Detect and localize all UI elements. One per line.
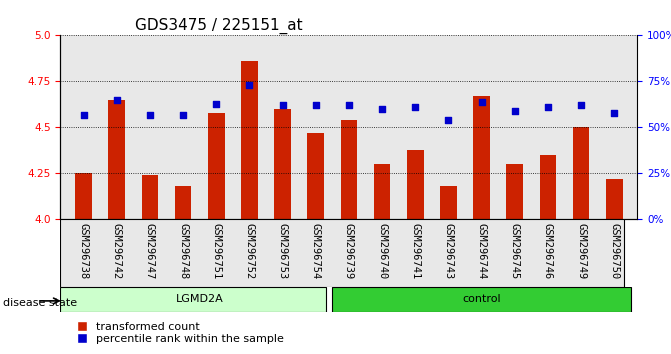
Bar — [473, 96, 490, 219]
Point — [311, 103, 321, 108]
Point — [244, 82, 255, 88]
Bar — [175, 186, 191, 219]
Bar — [142, 175, 158, 219]
Bar — [75, 173, 92, 219]
Point — [211, 101, 221, 106]
FancyBboxPatch shape — [60, 219, 624, 287]
Point — [443, 117, 454, 123]
Point — [111, 97, 122, 103]
Point — [79, 112, 89, 118]
Text: GSM296749: GSM296749 — [576, 223, 586, 279]
Point — [376, 106, 387, 112]
Text: GSM296744: GSM296744 — [476, 223, 486, 279]
Point — [609, 110, 619, 115]
Text: GSM296739: GSM296739 — [344, 223, 354, 279]
Text: GDS3475 / 225151_at: GDS3475 / 225151_at — [136, 18, 303, 34]
Bar — [606, 179, 623, 219]
FancyBboxPatch shape — [332, 287, 631, 312]
Bar — [440, 186, 457, 219]
Legend: transformed count, percentile rank within the sample: transformed count, percentile rank withi… — [66, 317, 289, 348]
Text: GSM296746: GSM296746 — [543, 223, 553, 279]
Point — [344, 103, 354, 108]
Text: GSM296750: GSM296750 — [609, 223, 619, 279]
Text: disease state: disease state — [3, 298, 77, 308]
Point — [509, 108, 520, 114]
Bar — [341, 120, 357, 219]
Text: GSM296748: GSM296748 — [178, 223, 188, 279]
Text: GSM296752: GSM296752 — [244, 223, 254, 279]
Point — [476, 99, 487, 104]
Point — [144, 112, 155, 118]
Bar — [407, 149, 423, 219]
Text: GSM296740: GSM296740 — [377, 223, 387, 279]
Bar — [573, 127, 589, 219]
Bar — [507, 164, 523, 219]
Text: GSM296745: GSM296745 — [510, 223, 520, 279]
Text: GSM296754: GSM296754 — [311, 223, 321, 279]
Point — [543, 104, 554, 110]
Bar — [374, 164, 391, 219]
Point — [576, 103, 586, 108]
Text: GSM296738: GSM296738 — [79, 223, 89, 279]
Bar — [307, 133, 324, 219]
Point — [277, 103, 288, 108]
FancyBboxPatch shape — [60, 287, 325, 312]
Point — [178, 112, 189, 118]
Bar — [109, 100, 125, 219]
Text: GSM296741: GSM296741 — [410, 223, 420, 279]
Bar — [274, 109, 291, 219]
Text: GSM296753: GSM296753 — [278, 223, 288, 279]
Text: GSM296751: GSM296751 — [211, 223, 221, 279]
Text: GSM296743: GSM296743 — [444, 223, 454, 279]
Text: GSM296747: GSM296747 — [145, 223, 155, 279]
Bar — [241, 61, 258, 219]
Text: GSM296742: GSM296742 — [112, 223, 121, 279]
Point — [410, 104, 421, 110]
Bar — [208, 113, 225, 219]
Text: LGMD2A: LGMD2A — [176, 294, 223, 304]
Text: control: control — [462, 294, 501, 304]
Bar — [539, 155, 556, 219]
